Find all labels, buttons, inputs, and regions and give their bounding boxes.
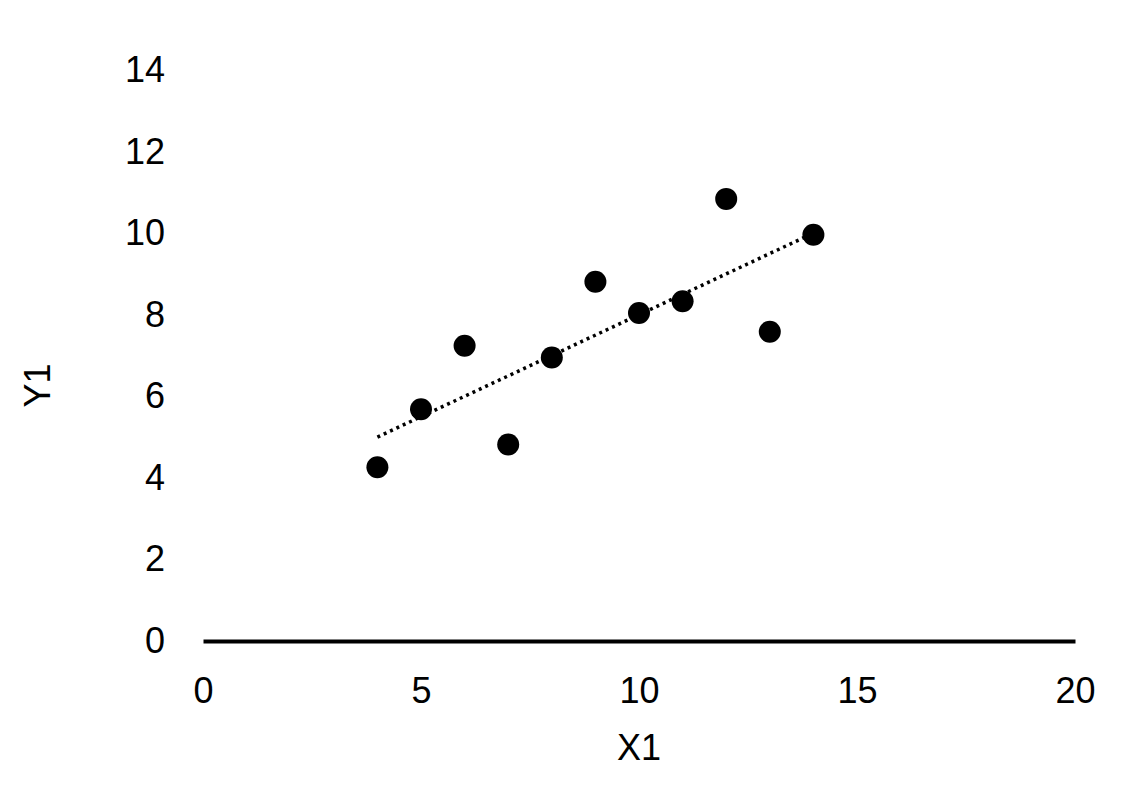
point: [802, 224, 824, 246]
y-tick-label: 4: [145, 457, 165, 498]
x-tick-label: 20: [1055, 670, 1095, 711]
y-axis-line: [203, 71, 204, 642]
y-tick-label: 0: [145, 620, 165, 661]
y-tick: 0: [145, 620, 203, 661]
x-tick: 5: [411, 641, 431, 711]
x-tick: 10: [619, 641, 659, 711]
y-tick: 12: [125, 131, 203, 172]
y-tick-label: 12: [125, 131, 165, 172]
x-tick-label: 0: [193, 670, 213, 711]
y-tick-label: 14: [125, 49, 165, 90]
point: [497, 433, 519, 455]
y-tick-label: 2: [145, 538, 165, 579]
x-axis: 0 5 10 15 20: [193, 641, 1095, 711]
y-tick-label: 6: [145, 375, 165, 416]
x-tick-label: 10: [619, 670, 659, 711]
y-tick-label: 10: [125, 212, 165, 253]
point: [410, 398, 432, 420]
point: [715, 188, 737, 210]
point: [454, 335, 476, 357]
x-tick: 15: [837, 641, 877, 711]
y-tick: 6: [145, 375, 203, 416]
trend-line: [377, 233, 813, 437]
x-tick: 0: [193, 641, 213, 711]
point: [759, 321, 781, 343]
x-axis-line: [204, 640, 1076, 644]
y-axis-title: Y1: [17, 363, 58, 407]
y-tick: 10: [125, 212, 203, 253]
y-tick-label: 8: [145, 294, 165, 335]
y-tick: 14: [125, 49, 203, 90]
x-axis-title: X1: [617, 727, 661, 768]
y-tick: 2: [145, 538, 203, 579]
x-tick-label: 5: [411, 670, 431, 711]
y-axis: 0 2 4 6 8 10 12 14: [125, 49, 204, 661]
y-tick: 4: [145, 457, 203, 498]
point: [584, 271, 606, 293]
y-tick: 8: [145, 294, 203, 335]
marks: [366, 188, 824, 478]
x-tick-label: 15: [837, 670, 877, 711]
chart: 0 5 10 15 20 0 2 4 6 8 10 12 14 X1 Y1: [0, 0, 1136, 788]
plot: 0 5 10 15 20 0 2 4 6 8 10 12 14: [125, 49, 1096, 711]
x-tick: 20: [1055, 641, 1095, 711]
point: [366, 456, 388, 478]
